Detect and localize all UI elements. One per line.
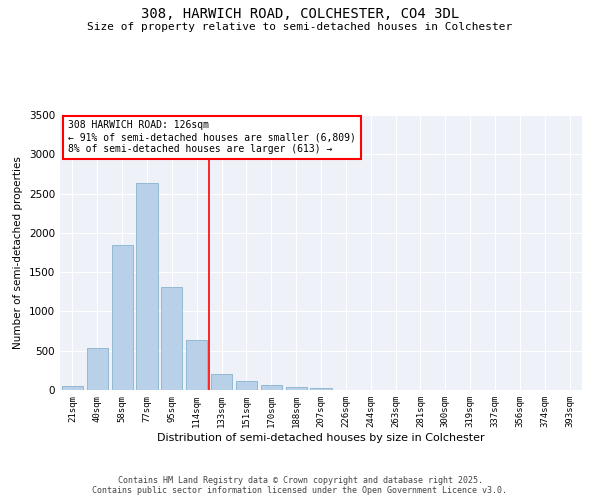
Bar — [310, 388, 332, 390]
Bar — [161, 287, 182, 390]
Y-axis label: Number of semi-detached properties: Number of semi-detached properties — [13, 156, 23, 349]
Bar — [236, 380, 257, 390]
Bar — [62, 386, 83, 390]
X-axis label: Distribution of semi-detached houses by size in Colchester: Distribution of semi-detached houses by … — [157, 432, 485, 442]
Bar — [87, 348, 108, 390]
Text: 308, HARWICH ROAD, COLCHESTER, CO4 3DL: 308, HARWICH ROAD, COLCHESTER, CO4 3DL — [141, 8, 459, 22]
Bar — [211, 374, 232, 390]
Bar — [286, 387, 307, 390]
Bar — [261, 385, 282, 390]
Text: Contains HM Land Registry data © Crown copyright and database right 2025.
Contai: Contains HM Land Registry data © Crown c… — [92, 476, 508, 495]
Bar — [112, 244, 133, 390]
Bar — [186, 340, 207, 390]
Text: Size of property relative to semi-detached houses in Colchester: Size of property relative to semi-detach… — [88, 22, 512, 32]
Bar — [136, 182, 158, 390]
Text: 308 HARWICH ROAD: 126sqm
← 91% of semi-detached houses are smaller (6,809)
8% of: 308 HARWICH ROAD: 126sqm ← 91% of semi-d… — [68, 120, 356, 154]
